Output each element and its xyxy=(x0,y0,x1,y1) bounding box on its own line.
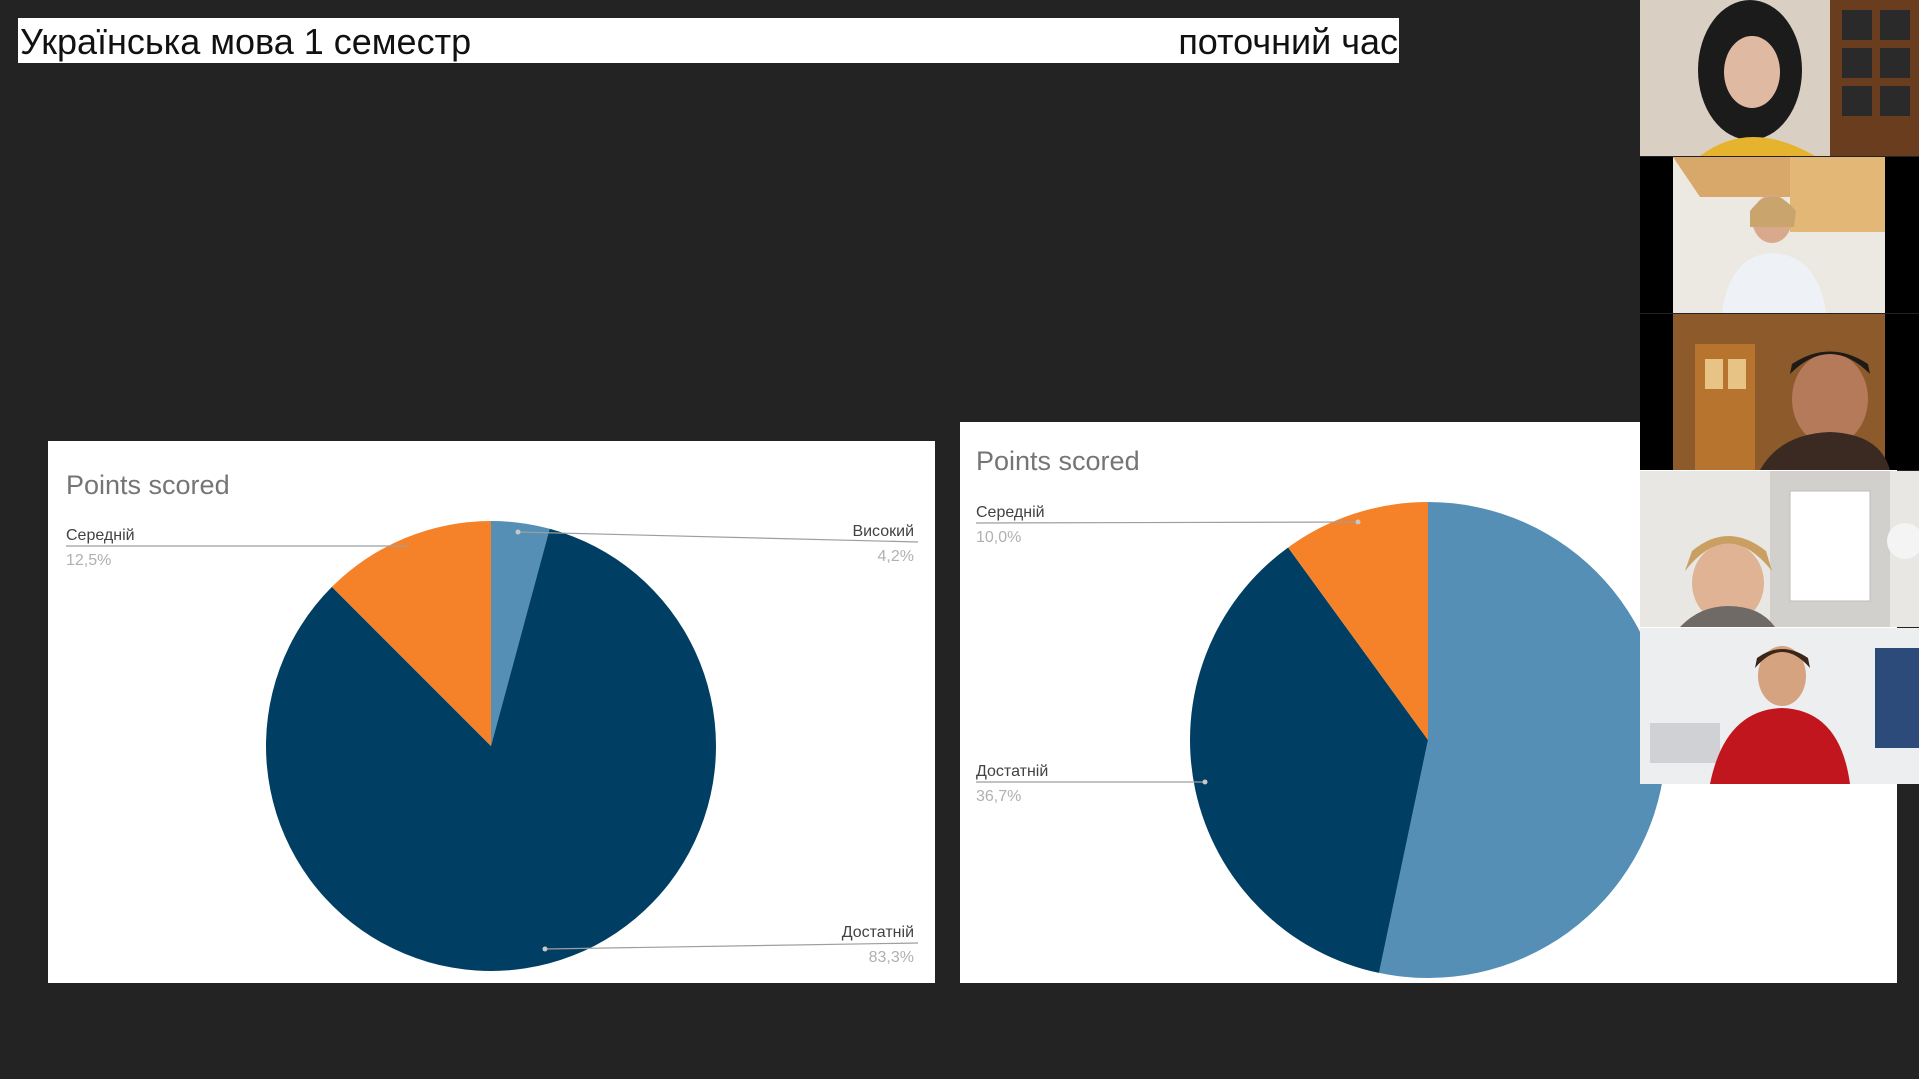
slice-label: Середній xyxy=(66,527,135,544)
participant-video-tile[interactable] xyxy=(1640,0,1919,156)
pie-slice-0 xyxy=(1379,502,1666,978)
slide-title: Українська мова 1 семестр xyxy=(20,21,472,62)
pie-chart-panel-1: Points scored Середній 12,5% Високий 4,2… xyxy=(48,441,935,983)
slice-percent: 83,3% xyxy=(869,949,914,966)
pie-slice-1 xyxy=(1190,547,1428,973)
slice-percent: 4,2% xyxy=(878,548,914,565)
leader-line xyxy=(544,942,919,950)
slice-percent: 36,7% xyxy=(976,788,1021,805)
leader-line xyxy=(517,531,919,543)
pie-chart-2: Points scored Середній 10,0% Достатній 3… xyxy=(975,446,1666,978)
participant-4-video xyxy=(1640,471,1919,627)
pie-slice-1 xyxy=(265,528,716,971)
leader-line xyxy=(975,521,1359,524)
leader-dot xyxy=(542,946,548,952)
participant-video-tile[interactable] xyxy=(1640,628,1919,784)
participants-strip xyxy=(1640,0,1919,790)
chart-title: Points scored xyxy=(66,470,230,500)
slice-label: Високий xyxy=(852,523,914,540)
slice-percent: 12,5% xyxy=(66,552,111,569)
participant-3-video xyxy=(1640,314,1919,470)
leader-dot xyxy=(1355,519,1361,525)
pie-chart-1: Points scored Середній 12,5% Високий 4,2… xyxy=(66,470,919,971)
leader-dot xyxy=(1202,779,1208,785)
slide-title-bar: Українська мова 1 семестр поточний час xyxy=(18,18,1399,63)
pie-slice-2 xyxy=(1288,502,1428,740)
participant-5-video xyxy=(1640,628,1919,784)
participant-1-video xyxy=(1640,0,1919,156)
chart-title: Points scored xyxy=(976,446,1140,476)
participant-video-tile[interactable] xyxy=(1640,314,1919,470)
leader-dot xyxy=(515,529,521,535)
slice-percent: 10,0% xyxy=(976,529,1021,546)
slice-label: Достатній xyxy=(976,763,1048,780)
slice-label: Достатній xyxy=(842,924,914,941)
participant-video-tile[interactable] xyxy=(1640,157,1919,313)
current-time-label: поточний час xyxy=(1178,21,1398,62)
pie-slice-0 xyxy=(491,521,550,746)
slice-label: Середній xyxy=(976,504,1045,521)
pie-slice-2 xyxy=(331,521,491,746)
participant-video-tile[interactable] xyxy=(1640,471,1919,627)
participant-2-video xyxy=(1640,157,1919,313)
